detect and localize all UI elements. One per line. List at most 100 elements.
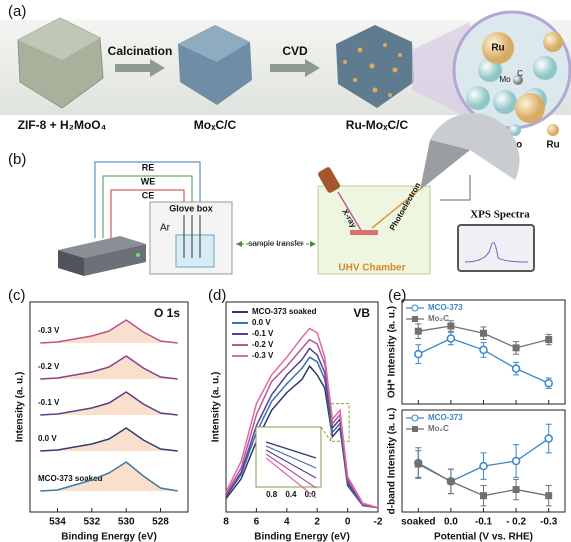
legend-label: MCO-373 xyxy=(428,413,463,422)
ru-moxc-particle xyxy=(336,25,414,108)
spectrum xyxy=(40,319,178,344)
step-label: Calcination xyxy=(108,44,173,58)
panel-a: Ru Mo C (a) Calcination CVD ZIF-8 + H₂Mo… xyxy=(0,3,571,151)
y-axis-label: OH* Intensity (a. u.) xyxy=(387,306,398,398)
x-tick-label: 0 xyxy=(345,517,351,528)
x-tick-label: -0.3 xyxy=(540,517,558,528)
analyzer-dome xyxy=(430,113,520,180)
inset-curve xyxy=(265,457,317,499)
legend-label: -0.1 V xyxy=(252,329,274,338)
inset-curve xyxy=(265,453,317,489)
glove-box-label: Glove box xyxy=(169,203,213,213)
plot-frame xyxy=(225,301,379,513)
legend-label: Mo₂C xyxy=(428,424,449,433)
series-label: -0.1 V xyxy=(38,398,60,407)
caption: MoₓC/C xyxy=(194,118,237,132)
inset-tick-label: 0.4 xyxy=(285,490,297,499)
plot-frame xyxy=(29,301,189,513)
marker xyxy=(414,327,422,335)
spectrum xyxy=(40,461,178,492)
x-axis-label: Binding Energy (eV) xyxy=(61,532,157,542)
legend-label: MCO-373 soaked xyxy=(252,307,317,316)
photoelectron-beam xyxy=(371,184,426,229)
marker xyxy=(479,345,488,355)
potentiostat-side xyxy=(58,250,84,276)
legend-label: Mo₂C xyxy=(428,314,449,323)
inset-tick-label: 0.0 xyxy=(305,490,317,499)
electrode-label: RE xyxy=(142,162,155,172)
chamber-label: UHV Chamber xyxy=(338,263,405,274)
marker xyxy=(544,434,553,443)
x-tick-label: 4 xyxy=(284,517,290,528)
wire xyxy=(102,175,193,238)
x-tick-label: -2 xyxy=(374,517,383,528)
facet xyxy=(178,25,250,62)
panel-label: (e) xyxy=(388,287,406,304)
panel-label: (b) xyxy=(8,151,26,168)
chart-title: VB xyxy=(353,306,370,320)
y-axis-label: d-band Intensity (a. u.) xyxy=(387,408,398,515)
x-tick-label: -0.1 xyxy=(475,517,493,528)
step-label: CVD xyxy=(282,44,308,58)
xray-beam xyxy=(337,191,363,233)
marker xyxy=(545,492,553,500)
sample xyxy=(350,230,378,235)
legend-atom xyxy=(547,124,559,136)
zoom-guide xyxy=(320,426,332,442)
legend-label: Ru xyxy=(546,140,559,151)
marker xyxy=(544,378,553,388)
led xyxy=(136,253,140,257)
arrow xyxy=(115,59,165,77)
series-label: MCO-373 soaked xyxy=(38,474,103,483)
marker xyxy=(414,460,422,468)
x-axis-label: Binding Energy (eV) xyxy=(254,532,350,542)
spectrum xyxy=(225,327,379,509)
zoom-box xyxy=(330,403,350,442)
fit-area xyxy=(40,462,178,491)
atom-label: C xyxy=(517,69,523,78)
x-tick-label: 6 xyxy=(254,517,260,528)
legend-marker xyxy=(412,316,418,322)
x-tick-label: soaked xyxy=(401,517,435,528)
marker xyxy=(512,344,520,352)
potentiostat-front xyxy=(84,244,146,276)
beaker xyxy=(175,234,215,268)
spectrum xyxy=(40,427,178,452)
panel-label: (c) xyxy=(8,287,26,304)
electrode-label: CE xyxy=(142,190,155,200)
y-axis-label: Intensity (a. u.) xyxy=(211,372,222,443)
y-axis-label: Intensity (a. u.) xyxy=(15,372,26,443)
marker xyxy=(480,329,487,337)
panel-label: (a) xyxy=(8,3,26,20)
marker xyxy=(447,322,455,330)
zoom-cone xyxy=(412,22,470,118)
series-label: -0.3 V xyxy=(38,326,60,335)
atoms xyxy=(466,32,563,123)
legend-label: -0.3 V xyxy=(252,351,274,360)
legend-label: MCO-373 xyxy=(428,303,463,312)
marker xyxy=(511,456,521,466)
legend-marker xyxy=(411,414,419,422)
transfer-label: sample transfer xyxy=(248,239,303,248)
x-tick-label: - 0.2 xyxy=(506,517,526,528)
x-tick-label: 532 xyxy=(83,517,100,528)
marker xyxy=(545,336,553,344)
legend-marker xyxy=(411,304,419,312)
marker xyxy=(511,364,521,373)
series-label: 0.0 V xyxy=(38,434,57,443)
marker xyxy=(414,349,423,359)
panel-label: (d) xyxy=(208,287,226,304)
inset-tick-label: 0.8 xyxy=(266,490,278,499)
potentiostat-top xyxy=(58,236,146,258)
facet xyxy=(18,18,100,60)
spectrum xyxy=(40,355,178,380)
inset-curve xyxy=(265,449,317,479)
cable xyxy=(440,175,471,201)
atom-label: Ru xyxy=(491,43,504,54)
series-label: -0.2 V xyxy=(38,362,60,371)
xray-source xyxy=(318,167,340,193)
marker xyxy=(480,492,487,500)
arrowhead xyxy=(310,241,316,247)
x-tick-label: 8 xyxy=(223,517,229,528)
